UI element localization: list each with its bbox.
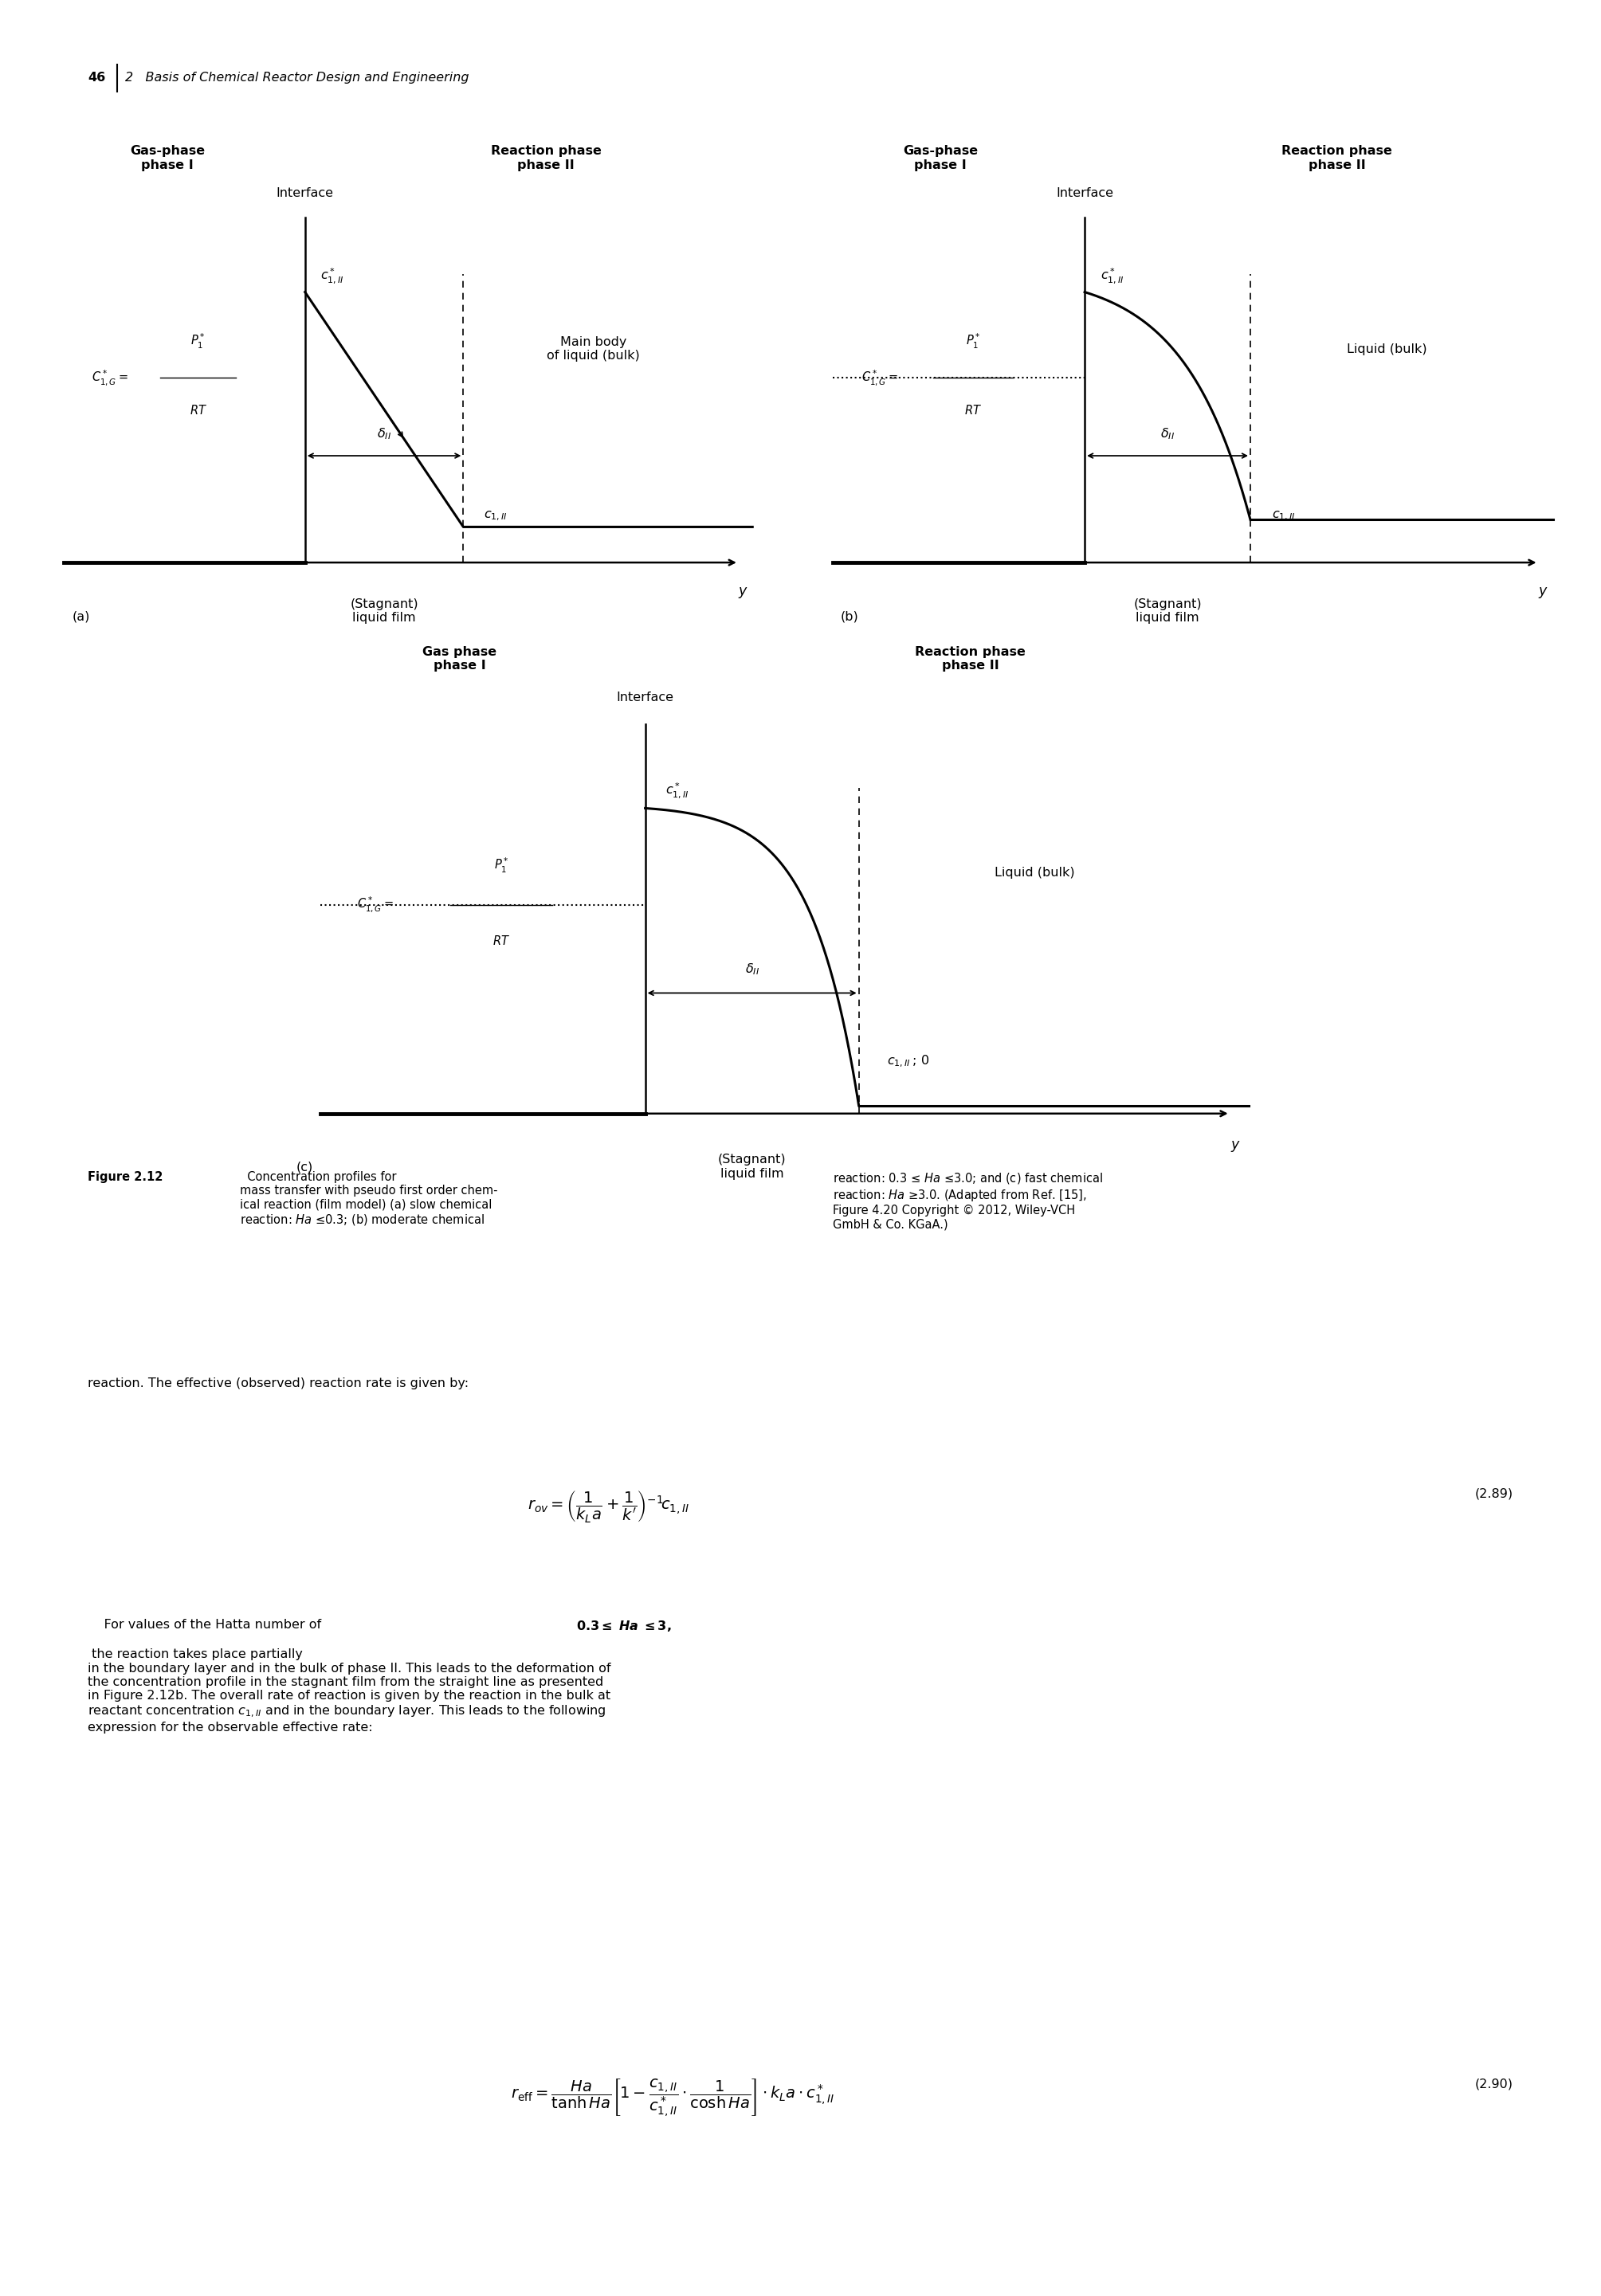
- Text: $c^*_{1,II}$: $c^*_{1,II}$: [320, 266, 344, 285]
- Text: $\mathbf{0.3 \leq}$ $\boldsymbol{Ha}$ $\mathbf{\leq 3,}$: $\mathbf{0.3 \leq}$ $\boldsymbol{Ha}$ $\…: [576, 1619, 672, 1632]
- Text: (2.89): (2.89): [1475, 1488, 1513, 1499]
- Text: Interface: Interface: [277, 188, 333, 200]
- Text: Interface: Interface: [1057, 188, 1113, 200]
- Text: Reaction phase
phase II: Reaction phase phase II: [490, 145, 602, 172]
- Text: Reaction phase
phase II: Reaction phase phase II: [914, 645, 1026, 673]
- Text: reaction. The effective (observed) reaction rate is given by:: reaction. The effective (observed) react…: [88, 1378, 469, 1389]
- Text: $\delta_{II}$: $\delta_{II}$: [744, 962, 759, 978]
- Text: Main body
of liquid (bulk): Main body of liquid (bulk): [548, 335, 640, 363]
- Text: Gas-phase
phase I: Gas-phase phase I: [130, 145, 205, 172]
- Text: (2.90): (2.90): [1475, 2078, 1513, 2089]
- Text: (a): (a): [72, 611, 90, 622]
- Text: Gas-phase
phase I: Gas-phase phase I: [903, 145, 978, 172]
- Text: Gas phase
phase I: Gas phase phase I: [423, 645, 496, 673]
- Text: $RT$: $RT$: [964, 404, 981, 418]
- Text: $P^*_1$: $P^*_1$: [965, 333, 980, 351]
- Text: reaction: 0.3 ≤ $\mathit{Ha}$ ≤3.0; and (c) fast chemical
reaction: $\mathit{Ha}: reaction: 0.3 ≤ $\mathit{Ha}$ ≤3.0; and …: [833, 1171, 1103, 1231]
- Text: Figure 2.12: Figure 2.12: [88, 1171, 163, 1182]
- Text: $\delta_{II}$: $\delta_{II}$: [1161, 427, 1175, 441]
- Text: Interface: Interface: [616, 691, 674, 705]
- Text: Reaction phase
phase II: Reaction phase phase II: [1281, 145, 1393, 172]
- Text: $C^*_{1,G}=$: $C^*_{1,G}=$: [861, 367, 898, 388]
- Text: $C^*_{1,G}=$: $C^*_{1,G}=$: [91, 367, 128, 388]
- Text: $c^*_{1,II}$: $c^*_{1,II}$: [666, 781, 690, 801]
- Text: (Stagnant)
liquid film: (Stagnant) liquid film: [717, 1153, 786, 1180]
- Text: y: y: [1539, 583, 1547, 599]
- Text: $c_{1,II}\,;\,0$: $c_{1,II}\,;\,0$: [887, 1054, 929, 1070]
- Text: y: y: [738, 583, 746, 599]
- Text: $c_{1,II}$: $c_{1,II}$: [484, 510, 508, 523]
- Text: For values of the Hatta number of: For values of the Hatta number of: [88, 1619, 325, 1630]
- Text: 46: 46: [88, 71, 106, 85]
- Text: $C^*_{1,G}=$: $C^*_{1,G}=$: [357, 895, 394, 914]
- Text: (b): (b): [841, 611, 858, 622]
- Text: (c): (c): [296, 1162, 314, 1173]
- Text: (Stagnant)
liquid film: (Stagnant) liquid film: [1134, 599, 1202, 625]
- Text: $c_{1,II}$: $c_{1,II}$: [1271, 510, 1295, 523]
- Text: $c^*_{1,II}$: $c^*_{1,II}$: [1100, 266, 1124, 285]
- Text: (Stagnant)
liquid film: (Stagnant) liquid film: [351, 599, 418, 625]
- Text: Liquid (bulk): Liquid (bulk): [1346, 342, 1426, 356]
- Text: the reaction takes place partially
in the boundary layer and in the bulk of phas: the reaction takes place partially in th…: [88, 1649, 612, 1733]
- Text: $P^*_1$: $P^*_1$: [191, 333, 207, 351]
- Text: $r_{ov} = \left(\dfrac{1}{k_{L}a} + \dfrac{1}{k^{\prime}}\right)^{-1}\!c_{1,II}$: $r_{ov} = \left(\dfrac{1}{k_{L}a} + \dfr…: [527, 1488, 690, 1525]
- Text: 2   Basis of Chemical Reactor Design and Engineering: 2 Basis of Chemical Reactor Design and E…: [125, 71, 469, 85]
- Text: $\delta_{II}$: $\delta_{II}$: [376, 427, 391, 441]
- Text: $RT$: $RT$: [493, 934, 511, 948]
- Text: Liquid (bulk): Liquid (bulk): [994, 866, 1074, 879]
- Text: $r_{\mathrm{eff}} = \dfrac{\mathit{Ha}}{\tanh\mathit{Ha}}\left[1 - \dfrac{c_{1,I: $r_{\mathrm{eff}} = \dfrac{\mathit{Ha}}{…: [511, 2078, 834, 2119]
- Text: $RT$: $RT$: [189, 404, 207, 418]
- Text: Concentration profiles for
mass transfer with pseudo first order chem-
ical reac: Concentration profiles for mass transfer…: [240, 1171, 498, 1226]
- Text: y: y: [1231, 1137, 1239, 1153]
- Text: $P^*_1$: $P^*_1$: [493, 856, 509, 875]
